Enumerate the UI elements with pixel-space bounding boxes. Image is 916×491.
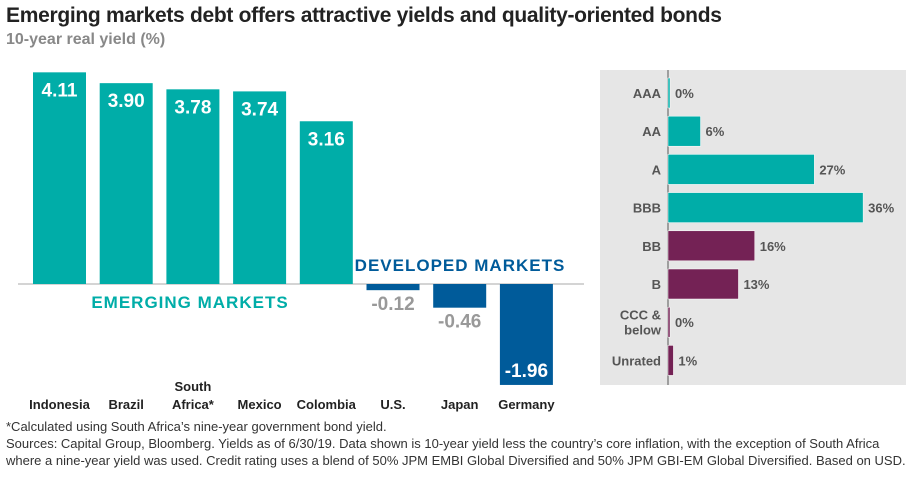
chart-title: Emerging markets debt offers attractive … bbox=[6, 4, 722, 27]
hbar-2 bbox=[667, 154, 815, 185]
data-label: -0.12 bbox=[371, 294, 414, 315]
y-tick-label: BB bbox=[642, 239, 661, 254]
y-tick-label: A bbox=[652, 162, 662, 177]
hbar-6 bbox=[667, 306, 671, 338]
bar-4 bbox=[299, 121, 353, 284]
data-label: 3.16 bbox=[308, 129, 345, 150]
bar-0 bbox=[33, 72, 86, 285]
group-label: EMERGING MARKETS bbox=[91, 293, 288, 312]
y-tick-label: B bbox=[652, 277, 661, 292]
hbar-5 bbox=[667, 268, 739, 300]
hbar-1 bbox=[667, 115, 701, 147]
hbar-0 bbox=[667, 77, 671, 109]
bar-2 bbox=[166, 89, 220, 284]
x-tick-label: Brazil bbox=[108, 397, 143, 412]
y-tick-label: AAA bbox=[633, 86, 662, 101]
y-tick-label: Unrated bbox=[612, 353, 661, 368]
y-tick-label: CCC & bbox=[620, 308, 661, 323]
data-label: 27% bbox=[819, 162, 845, 177]
data-label: 3.90 bbox=[108, 91, 145, 112]
footnote: *Calculated using South Africa’s nine-ye… bbox=[6, 419, 387, 434]
data-label: -1.96 bbox=[505, 361, 548, 382]
hbar-3 bbox=[667, 192, 864, 223]
x-tick-label: Indonesia bbox=[29, 397, 90, 412]
data-label: 0% bbox=[675, 86, 694, 101]
data-label: 3.78 bbox=[174, 97, 211, 118]
bar-1 bbox=[99, 83, 153, 285]
data-label: 3.74 bbox=[241, 99, 278, 120]
x-tick-label: Japan bbox=[441, 397, 479, 412]
hbar-7 bbox=[667, 345, 674, 376]
y-tick-label: BBB bbox=[633, 201, 661, 216]
data-label: 1% bbox=[678, 353, 697, 368]
bar-6 bbox=[433, 284, 487, 308]
x-tick-label: Mexico bbox=[238, 397, 282, 412]
footnotes: *Calculated using South Africa’s nine-ye… bbox=[6, 418, 906, 469]
x-tick-label: Africa* bbox=[172, 397, 215, 412]
y-tick-label: AA bbox=[642, 124, 661, 139]
bar-3 bbox=[233, 91, 287, 284]
hbar-4 bbox=[667, 230, 755, 262]
panel-background bbox=[600, 70, 906, 385]
data-label: 13% bbox=[743, 277, 769, 292]
x-tick-label: South bbox=[174, 379, 211, 394]
x-tick-label: Colombia bbox=[297, 397, 357, 412]
source-note: Sources: Capital Group, Bloomberg. Yield… bbox=[6, 436, 906, 468]
bar-5 bbox=[366, 284, 420, 291]
data-label: -0.46 bbox=[438, 312, 481, 333]
data-label: 16% bbox=[760, 239, 786, 254]
data-label: 6% bbox=[706, 124, 725, 139]
x-tick-label: U.S. bbox=[380, 397, 405, 412]
data-label: 0% bbox=[675, 315, 694, 330]
chart-subtitle: 10-year real yield (%) bbox=[6, 31, 166, 48]
group-label: DEVELOPED MARKETS bbox=[355, 256, 566, 275]
bar-7 bbox=[499, 284, 553, 385]
data-label: 4.11 bbox=[42, 80, 78, 101]
y-tick-label: below bbox=[624, 323, 662, 338]
data-label: 36% bbox=[868, 201, 894, 216]
x-tick-label: Germany bbox=[498, 397, 555, 412]
